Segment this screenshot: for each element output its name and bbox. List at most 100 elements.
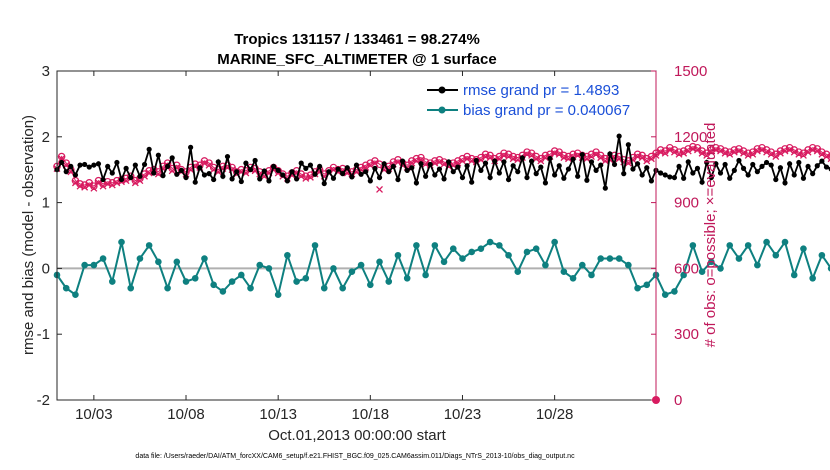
rmse-point (427, 161, 433, 168)
evaluated-point (804, 148, 812, 156)
rmse-point (376, 174, 383, 181)
rmse-point (773, 176, 779, 183)
evaluated-point (749, 150, 757, 158)
rmse-point (349, 174, 355, 180)
bias-point (707, 258, 715, 266)
bias-point (560, 268, 568, 275)
evaluated-point (376, 185, 383, 193)
possible-point (103, 177, 112, 186)
bias-point (744, 242, 752, 249)
bias-point (413, 242, 420, 249)
possible-point (795, 148, 803, 156)
bias-point (247, 284, 254, 292)
rmse-point (155, 152, 161, 158)
rmse-point (183, 174, 189, 181)
rmse-point (330, 175, 337, 181)
rmse-point (482, 160, 489, 166)
rmse-point (538, 164, 544, 170)
rmse-point (736, 157, 742, 164)
evaluated-point (735, 147, 743, 155)
rmse-point (169, 155, 175, 161)
evaluated-point (200, 159, 208, 167)
rmse-point (713, 161, 719, 167)
evaluated-point (698, 149, 706, 157)
bias-series (53, 238, 830, 299)
bias-point (265, 265, 273, 272)
rmse-point (59, 159, 65, 166)
rmse-point (450, 169, 456, 175)
rmse-point (109, 170, 115, 176)
bias-point (661, 291, 669, 299)
right-axis-origin-marker (652, 396, 660, 404)
possible-point (57, 152, 66, 161)
rmse-point (77, 162, 83, 168)
rmse-point (307, 162, 314, 168)
bias-point (698, 268, 706, 275)
evaluated-point (537, 157, 545, 165)
evaluated-point (81, 183, 89, 191)
evaluated-point (767, 150, 775, 158)
rmse-point (63, 169, 69, 175)
rmse-point (515, 169, 521, 175)
rmse-point (805, 163, 811, 170)
rmse-point (750, 161, 756, 168)
rmse-point (768, 162, 774, 168)
rmse-point (72, 172, 79, 178)
bias-point (348, 268, 356, 275)
rmse-point (699, 179, 705, 185)
evaluated-point (108, 181, 116, 189)
rmse-point (215, 159, 221, 165)
rmse-point (542, 180, 549, 186)
bias-point (136, 255, 144, 262)
x-axis-label: Oct.01,2013 00:00:00 start (268, 427, 446, 444)
evaluated-point (532, 155, 540, 163)
rmse-point (796, 159, 802, 166)
bias-point (514, 268, 522, 275)
bias-point (90, 261, 98, 269)
rmse-point (284, 178, 290, 184)
rmse-point (602, 185, 608, 191)
y-right-tick-label: 900 (674, 195, 699, 212)
bias-point (155, 258, 162, 266)
possible-point (633, 150, 642, 159)
bias-point (477, 245, 485, 252)
rmse-point (598, 162, 604, 168)
rmse-series (54, 133, 830, 191)
rmse-point (261, 168, 267, 174)
possible-point (509, 152, 517, 161)
rmse-point (528, 158, 535, 164)
possible-point (666, 143, 674, 152)
bias-point (551, 238, 558, 246)
legend-box (420, 76, 649, 123)
evaluated-point (362, 164, 370, 171)
bias-point (440, 258, 448, 266)
rmse-point (510, 163, 516, 169)
bias-point (588, 271, 595, 279)
rmse-point (727, 175, 733, 181)
evaluated-point (813, 147, 821, 155)
rmse-point (252, 157, 258, 164)
x-tick-label: 10/03 (75, 406, 113, 423)
bias-point (357, 261, 365, 269)
evaluated-point (99, 182, 107, 190)
bias-point (191, 274, 199, 282)
rmse-point (105, 163, 111, 170)
bias-point (284, 251, 291, 259)
rmse-point (174, 171, 180, 177)
x-tick-label: 10/08 (167, 406, 205, 423)
evaluated-point (454, 159, 462, 167)
rmse-point (358, 171, 364, 177)
chart-subtitle: MARINE_SFC_ALTIMETER @ 1 surface (217, 51, 496, 68)
rmse-point (363, 169, 369, 175)
rmse-point (229, 176, 235, 182)
rmse-point (787, 161, 793, 167)
bias-point (809, 274, 816, 282)
rmse-point (344, 165, 350, 171)
possible-point (550, 147, 559, 155)
rmse-point (123, 165, 129, 171)
rmse-point (763, 159, 770, 166)
rmse-point (423, 173, 429, 179)
evaluated-point (790, 148, 798, 156)
bias-point (754, 261, 761, 269)
rmse-point (519, 155, 525, 161)
